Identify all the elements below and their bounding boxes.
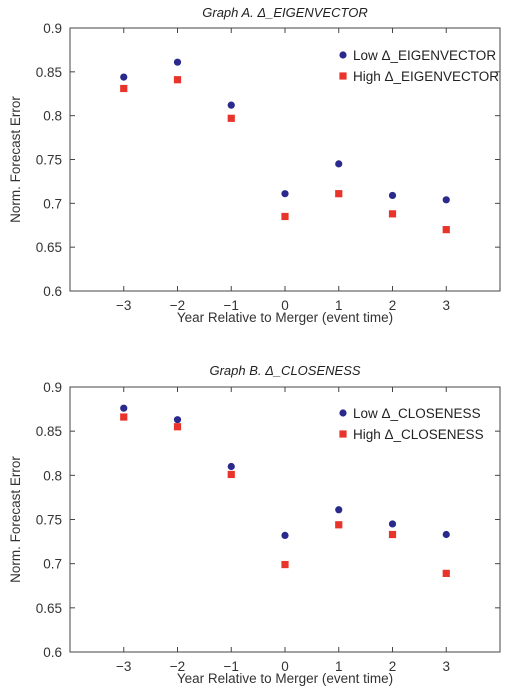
data-point-circle <box>281 531 289 540</box>
data-point-circle <box>120 73 128 81</box>
y-tick-label: 0.6 <box>43 284 62 299</box>
legend-marker-circle <box>339 51 347 59</box>
data-point-circle <box>281 190 289 198</box>
x-tick-label: 2 <box>389 298 397 313</box>
data-point-square <box>227 114 235 122</box>
data-point-square <box>388 210 397 218</box>
y-tick-label: 0.8 <box>43 109 62 124</box>
data-point-square <box>442 226 450 234</box>
data-point-circle <box>388 520 397 528</box>
chart-title: Graph A. Δ_EIGENVECTOR <box>202 5 368 20</box>
data-point-circle <box>388 191 397 200</box>
data-point-circle <box>173 58 182 66</box>
y-tick-label: 0.8 <box>43 468 62 483</box>
x-tick-label: −3 <box>116 659 131 674</box>
x-tick-label: 2 <box>389 659 397 674</box>
data-point-square <box>335 521 343 529</box>
data-point-square <box>173 76 182 84</box>
data-point-square <box>173 423 182 431</box>
data-point-circle <box>227 462 235 471</box>
x-tick-label: −1 <box>224 298 239 313</box>
data-point-circle <box>173 416 182 424</box>
x-tick-label: −1 <box>224 659 239 674</box>
legend-marker-circle <box>339 409 347 417</box>
legend-marker-square <box>339 72 347 80</box>
data-point-circle <box>335 506 343 514</box>
y-tick-label: 0.65 <box>36 601 62 616</box>
data-point-square <box>388 530 397 539</box>
legend-label: High Δ_EIGENVECTOR <box>353 69 499 84</box>
chart-title: Graph B. Δ_CLOSENESS <box>209 363 360 378</box>
data-point-circle <box>442 530 450 539</box>
y-tick-label: 0.7 <box>43 196 62 211</box>
legend-label: Low Δ_CLOSENESS <box>353 406 481 421</box>
x-tick-label: 1 <box>335 298 343 313</box>
data-point-circle <box>335 160 343 168</box>
data-point-square <box>120 413 128 421</box>
y-tick-label: 0.85 <box>36 65 62 80</box>
x-tick-label: 0 <box>281 298 289 313</box>
x-tick-label: 3 <box>442 659 450 674</box>
y-tick-label: 0.6 <box>43 645 62 660</box>
legend-marker-square <box>339 430 347 438</box>
data-point-square <box>442 569 450 577</box>
data-point-square <box>281 212 289 221</box>
x-axis-label: Year Relative to Merger (event time) <box>177 310 393 325</box>
x-tick-label: 3 <box>442 298 450 313</box>
x-tick-label: 0 <box>281 659 289 674</box>
plot-frame <box>69 27 501 292</box>
data-point-square <box>227 470 235 479</box>
data-point-circle <box>442 196 450 204</box>
x-tick-label: −3 <box>116 298 131 313</box>
y-tick-label: 0.85 <box>36 424 62 439</box>
data-point-square <box>281 560 289 569</box>
y-tick-label: 0.9 <box>43 380 62 395</box>
y-tick-label: 0.75 <box>36 513 62 528</box>
x-tick-label: −2 <box>170 659 185 674</box>
y-tick-label: 0.7 <box>43 557 62 572</box>
data-point-square <box>120 84 128 93</box>
x-axis-label: Year Relative to Merger (event time) <box>177 671 393 686</box>
y-axis-label: Norm. Forecast Error <box>8 96 23 223</box>
y-axis-label: Norm. Forecast Error <box>8 456 23 583</box>
y-tick-label: 0.65 <box>36 240 62 255</box>
x-tick-label: −2 <box>170 298 185 313</box>
x-tick-label: 1 <box>335 659 343 674</box>
legend-label: Low Δ_EIGENVECTOR <box>353 48 496 63</box>
chart-panel-2: Graph B. Δ_CLOSENESS 0.6 0.65 0.7 0.75 0.8 0.8… <box>8 363 501 686</box>
y-tick-label: 0.75 <box>36 153 62 168</box>
data-point-circle <box>120 404 128 412</box>
legend-label: High Δ_CLOSENESS <box>353 427 484 442</box>
data-point-circle <box>227 101 235 109</box>
y-tick-label: 0.9 <box>43 21 62 36</box>
data-point-square <box>335 190 343 198</box>
chart-panel-1: Graph A. Δ_EIGENVECTOR 0.6 0.65 0.7 0.75 0.8 0… <box>8 5 501 325</box>
